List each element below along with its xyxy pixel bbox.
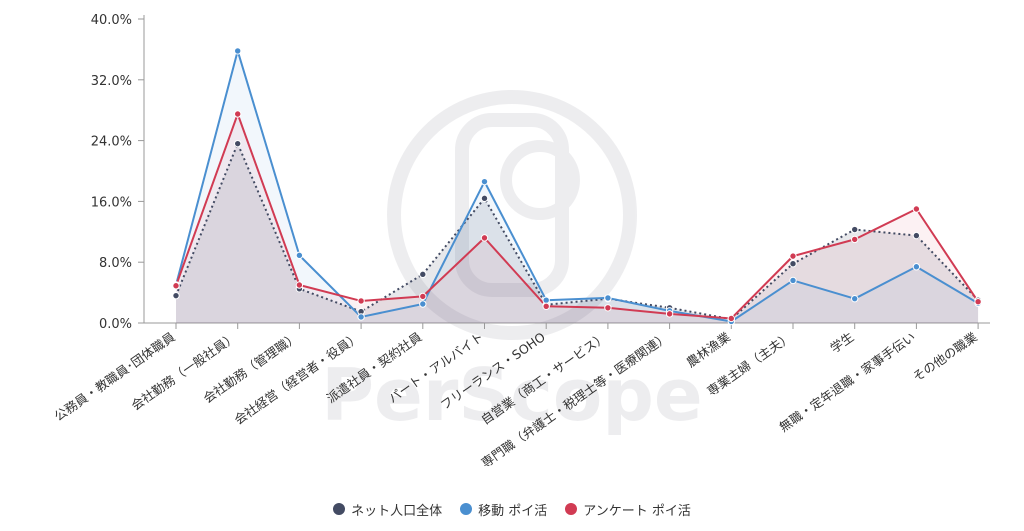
watermark-ring bbox=[387, 90, 637, 340]
watermark-text: PerScope bbox=[321, 353, 702, 437]
series-point-2 bbox=[172, 282, 180, 290]
y-tick-label: 40.0% bbox=[91, 13, 132, 28]
series-point-0 bbox=[912, 231, 921, 240]
series-point-2 bbox=[480, 234, 489, 242]
series-point-2 bbox=[604, 304, 612, 312]
series-line-2 bbox=[175, 113, 979, 320]
chart-legend: ネット人口全体 移動 ポイ活 アンケート ポイ活 bbox=[0, 497, 1024, 521]
x-tick-label: 農林漁業 bbox=[683, 329, 733, 370]
series-point-2 bbox=[912, 205, 921, 213]
series-point-2 bbox=[295, 281, 304, 289]
series-point-2 bbox=[851, 235, 859, 244]
legend-label-survey-poikatsu: アンケート ポイ活 bbox=[583, 503, 691, 519]
watermark-lens bbox=[500, 140, 580, 220]
legend-marker-survey-poikatsu bbox=[565, 503, 578, 515]
y-tick-label: 8.0% bbox=[99, 256, 132, 271]
series-point-2 bbox=[789, 252, 797, 260]
series-point-0 bbox=[851, 225, 859, 234]
series-point-1 bbox=[789, 276, 797, 285]
series-point-1 bbox=[542, 296, 550, 304]
series-point-0 bbox=[789, 260, 797, 268]
x-tick-label: 会社勤務（一般社員） bbox=[128, 329, 239, 413]
series-area-1 bbox=[176, 50, 979, 324]
series-point-2 bbox=[419, 292, 427, 301]
legend-item-survey-poikatsu[interactable]: アンケート ポイ活 bbox=[565, 500, 691, 519]
series-point-1 bbox=[357, 313, 365, 321]
series-point-2 bbox=[727, 314, 735, 323]
y-tick-label: 32.0% bbox=[91, 74, 132, 89]
series-point-0 bbox=[234, 139, 242, 148]
legend-marker-net-total bbox=[333, 503, 346, 515]
series-line-0 bbox=[175, 142, 979, 321]
series-point-2 bbox=[542, 302, 550, 310]
series-point-1 bbox=[295, 251, 304, 260]
series-point-2 bbox=[665, 310, 674, 318]
series-point-0 bbox=[419, 270, 427, 279]
watermark-logo: PerScope bbox=[321, 90, 703, 437]
y-tick-label: 0.0% bbox=[99, 317, 132, 332]
legend-label-move-poikatsu: 移動 ポイ活 bbox=[478, 503, 548, 519]
series-point-1 bbox=[851, 294, 859, 303]
series-point-0 bbox=[480, 194, 489, 203]
legend-marker-move-poikatsu bbox=[460, 503, 473, 515]
x-tick-label: 学生 bbox=[827, 329, 856, 356]
series-area-2 bbox=[176, 114, 979, 323]
legend-item-net-total[interactable]: ネット人口全体 bbox=[333, 500, 442, 519]
series-line-1 bbox=[175, 49, 979, 323]
series-point-1 bbox=[912, 263, 921, 271]
series-point-1 bbox=[234, 47, 242, 55]
legend-label-net-total: ネット人口全体 bbox=[351, 503, 443, 519]
y-tick-label: 24.0% bbox=[91, 135, 132, 150]
series-point-1 bbox=[480, 177, 489, 186]
series-area-0 bbox=[176, 143, 979, 323]
y-tick-label: 16.0% bbox=[91, 195, 132, 210]
legend-item-move-poikatsu[interactable]: 移動 ポイ活 bbox=[460, 500, 547, 519]
series-point-2 bbox=[974, 298, 982, 306]
series-point-1 bbox=[419, 300, 427, 308]
series-point-2 bbox=[234, 110, 242, 118]
x-tick-label: その他の職業 bbox=[910, 329, 980, 385]
watermark-body bbox=[455, 113, 569, 297]
series-point-2 bbox=[357, 297, 365, 305]
series-point-0 bbox=[172, 291, 180, 300]
x-tick-label: 公務員・教職員･団体職員 bbox=[51, 329, 178, 424]
series-point-1 bbox=[604, 294, 612, 302]
